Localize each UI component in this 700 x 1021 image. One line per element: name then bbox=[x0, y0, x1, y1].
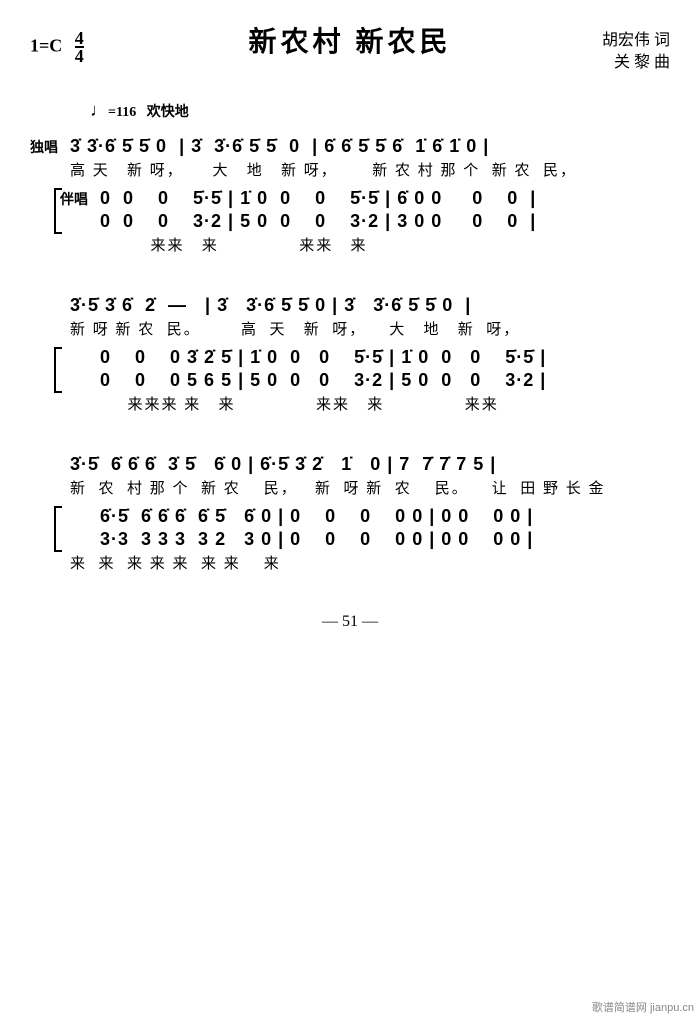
accomp-lyrics: 来来 来 来来 来 bbox=[70, 234, 670, 255]
solo-lyrics: 新 呀 新 农 民。 高 天 新 呀， 大 地 新 呀， bbox=[70, 318, 670, 339]
accomp-notes-2: 0 0 0 3·2 | 5 0 0 0 3·2 | 3 0 0 0 0 | bbox=[100, 211, 670, 232]
accompaniment-bracket: 0 0 0 3̇ 2̇ 5̇ | 1̇ 0 0 0 5̇·5̇ | 1̇ 0 0… bbox=[54, 347, 670, 393]
solo-label: 独唱 bbox=[30, 137, 70, 157]
bpm: =116 bbox=[108, 105, 136, 120]
composer: 关 黎 曲 bbox=[602, 52, 670, 74]
time-denominator: 4 bbox=[75, 48, 84, 64]
page-number: — 51 — bbox=[30, 613, 670, 631]
accomp-notes-1: 0 0 0 5̇·5̇ | 1̇ 0 0 0 5̇·5̇ | 6̇ 0 0 0 … bbox=[100, 188, 670, 209]
accomp-lyrics: 来来来 来 来 来来 来 来来 bbox=[70, 393, 670, 414]
music-system: 3̇·5̇ 3̇ 6̇ 2̇ — | 3̇ 3̇·6̇ 5̇ 5̇ 0 | 3̇… bbox=[30, 295, 670, 414]
accomp-notes-2: 3·3 3 3 3 3 2 3 0 | 0 0 0 0 0 | 0 0 0 0 … bbox=[100, 529, 670, 550]
solo-notes: 3̇·5̇ 6̇ 6̇ 6̇ 3̇ 5̇ 6̇ 0 | 6̇·5̇ 3̇ 2̇ … bbox=[70, 454, 670, 475]
accomp-label: 伴唱 bbox=[60, 189, 100, 209]
tempo-marking: ♩=116 欢快地 bbox=[90, 100, 670, 121]
key-signature: 1=C 4 4 bbox=[30, 30, 84, 64]
song-title: 新农村 新农民 bbox=[30, 20, 670, 60]
solo-notes: 3̇ 3̇·6̇ 5̇ 5̇ 0 | 3̇ 3̇·6̇ 5̇ 5̇ 0 | 6̇… bbox=[70, 136, 670, 157]
credits: 胡宏伟 词 关 黎 曲 bbox=[602, 30, 670, 75]
watermark: 歌谱简谱网 jianpu.cn bbox=[592, 999, 694, 1015]
accomp-notes-2: 0 0 0 5 6 5 | 5 0 0 0 3·2 | 5 0 0 0 3·2 … bbox=[100, 370, 670, 391]
accompaniment-bracket: 6̇·5̇ 6̇ 6̇ 6̇ 6̇ 5̇ 6̇ 0 | 0 0 0 0 0 | … bbox=[54, 506, 670, 552]
lyricist: 胡宏伟 词 bbox=[602, 30, 670, 52]
key-label: 1=C bbox=[30, 35, 62, 55]
accomp-notes-1: 6̇·5̇ 6̇ 6̇ 6̇ 6̇ 5̇ 6̇ 0 | 0 0 0 0 0 | … bbox=[100, 506, 670, 527]
quarter-note-icon: ♩ bbox=[90, 100, 108, 120]
solo-lyrics: 新 农 村 那 个 新 农 民， 新 呀 新 农 民。 让 田 野 长 金 bbox=[70, 477, 670, 498]
expression-marking: 欢快地 bbox=[147, 105, 189, 120]
music-system: 独唱 3̇ 3̇·6̇ 5̇ 5̇ 0 | 3̇ 3̇·6̇ 5̇ 5̇ 0 |… bbox=[30, 136, 670, 255]
accomp-lyrics: 来 来 来 来 来 来 来 来 bbox=[70, 552, 670, 573]
time-signature: 4 4 bbox=[75, 30, 84, 64]
accompaniment-bracket: 伴唱 0 0 0 5̇·5̇ | 1̇ 0 0 0 5̇·5̇ | 6̇ 0 0… bbox=[54, 188, 670, 234]
accomp-notes-1: 0 0 0 3̇ 2̇ 5̇ | 1̇ 0 0 0 5̇·5̇ | 1̇ 0 0… bbox=[100, 347, 670, 368]
solo-lyrics: 高 天 新 呀， 大 地 新 呀， 新 农 村 那 个 新 农 民， bbox=[70, 159, 670, 180]
solo-notes: 3̇·5̇ 3̇ 6̇ 2̇ — | 3̇ 3̇·6̇ 5̇ 5̇ 0 | 3̇… bbox=[70, 295, 670, 316]
music-system: 3̇·5̇ 6̇ 6̇ 6̇ 3̇ 5̇ 6̇ 0 | 6̇·5̇ 3̇ 2̇ … bbox=[30, 454, 670, 573]
